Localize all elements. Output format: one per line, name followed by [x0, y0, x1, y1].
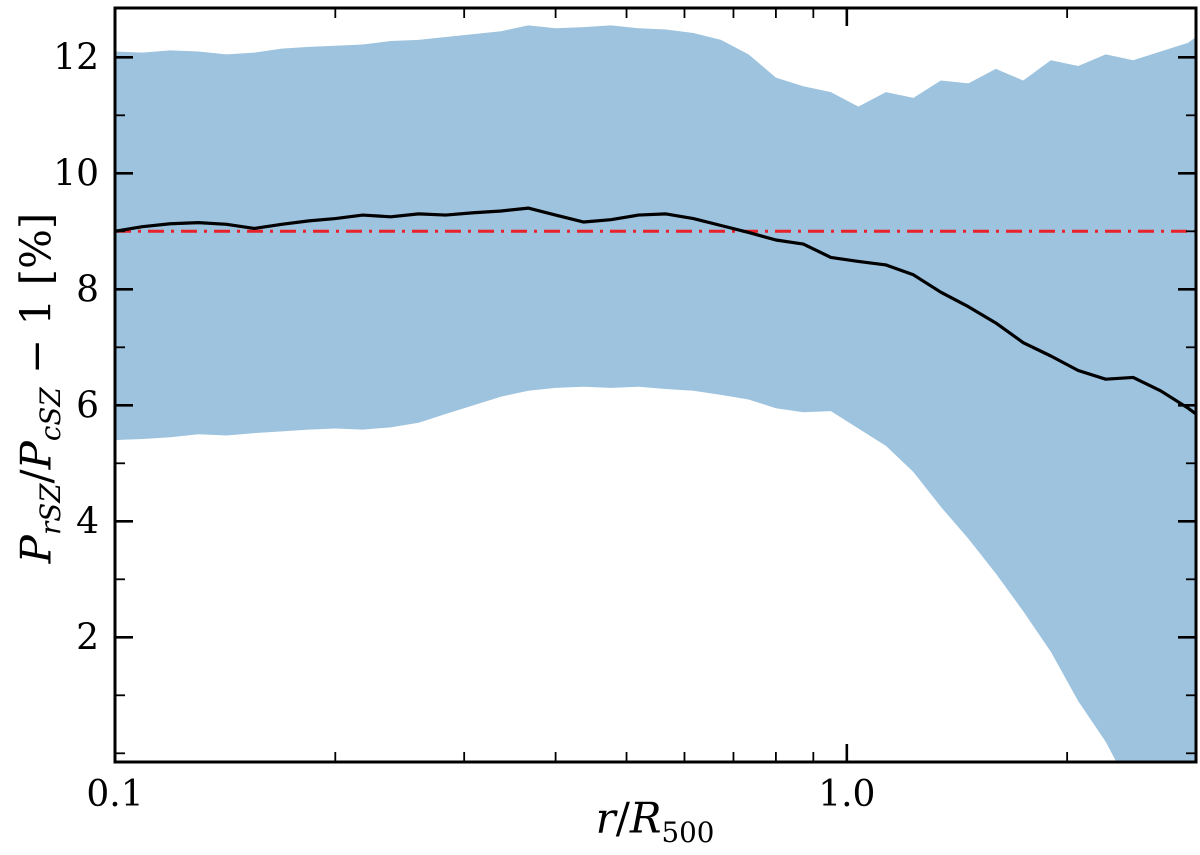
median-line [115, 206, 1196, 416]
y-axis-ticks [115, 55, 1196, 755]
y-tick-label: 8 [76, 269, 99, 310]
x-axis-label: r/R500 [595, 793, 715, 849]
uncertainty-band [115, 25, 1196, 762]
y-axis-label: PrSZ/PcSZ − 1 [%] [11, 212, 67, 564]
y-tick-label: 4 [76, 501, 99, 542]
y-tick-label: 6 [76, 385, 99, 426]
x-tick-label: 1.0 [818, 774, 875, 815]
x-tick-label: 0.1 [86, 774, 143, 815]
y-tick-label: 2 [76, 617, 99, 658]
y-tick-label: 10 [53, 153, 99, 194]
y-tick-label: 12 [53, 37, 99, 78]
plot-frame [113, 6, 1198, 764]
tick-labels: 2 4 6 8 10 12 0.1 1.0 [53, 37, 875, 815]
